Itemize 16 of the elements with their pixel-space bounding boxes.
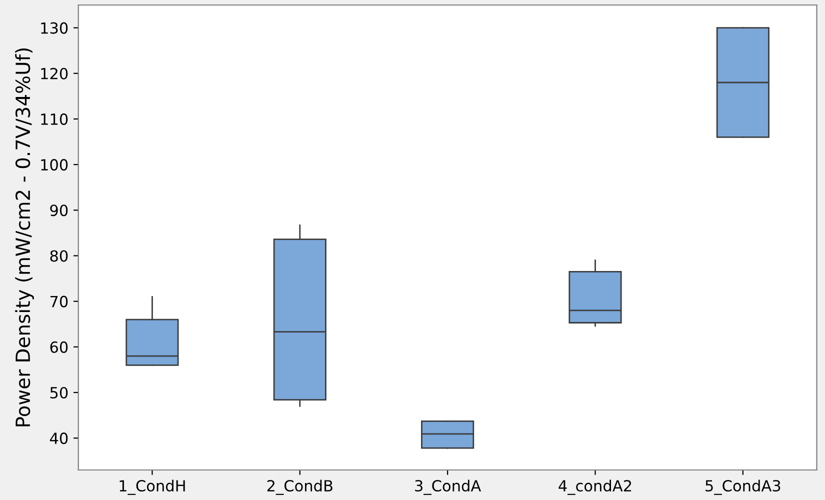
y-tick-label: 90 — [50, 204, 68, 216]
y-tick-label: 110 — [41, 113, 68, 125]
y-tick-label: 40 — [50, 432, 68, 444]
x-tick-label: 3_CondA — [415, 480, 482, 495]
y-tick-label: 80 — [50, 250, 68, 262]
y-tick-label: 50 — [50, 386, 68, 399]
y-axis-title: Power Density (mW/cm2 - 0.7V/34%Uf) — [15, 48, 34, 426]
y-tick-label: 100 — [41, 159, 68, 171]
x-tick-label: 1_CondH — [120, 480, 185, 495]
y-tick-label: 130 — [41, 22, 68, 34]
y-tick-label: 120 — [41, 68, 68, 80]
y-tick-label: 60 — [50, 341, 68, 353]
x-tick-label: 5_CondA3 — [706, 480, 780, 495]
y-tick-label: 70 — [50, 296, 68, 308]
x-tick-label: 2_CondB — [267, 480, 332, 495]
x-tick-label: 4_condA2 — [558, 480, 632, 495]
